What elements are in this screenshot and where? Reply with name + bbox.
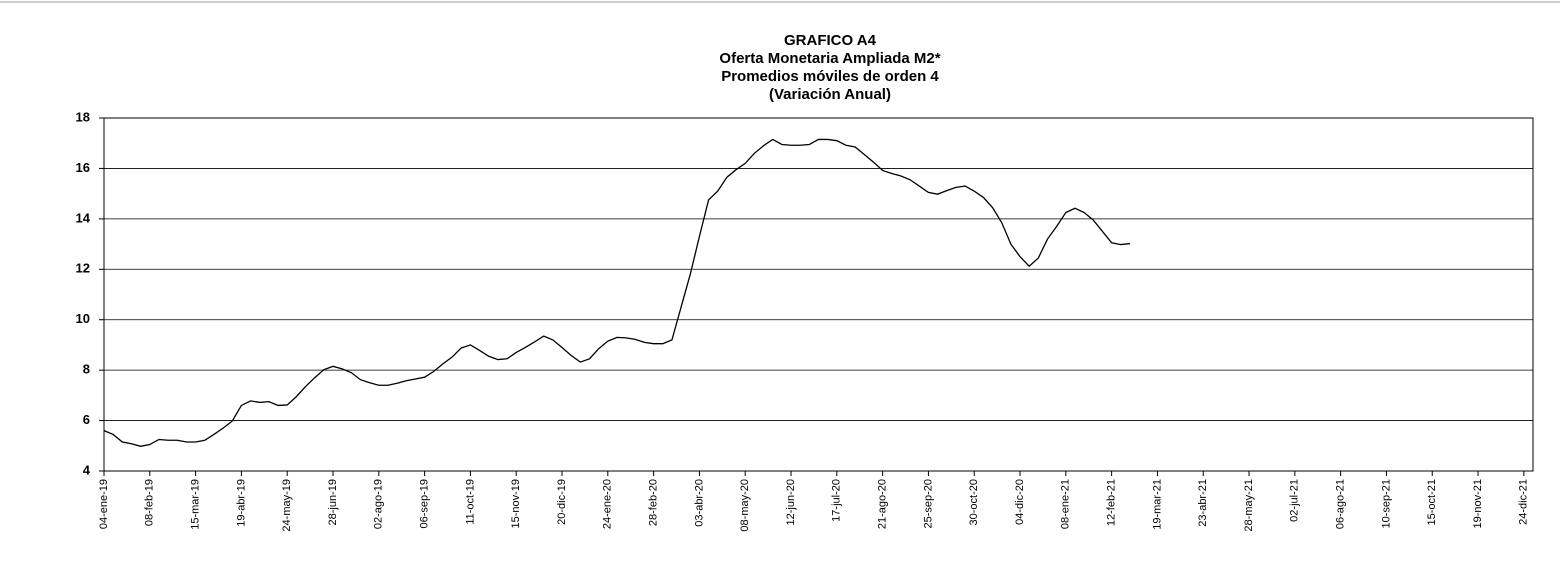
x-tick-label: 11-oct-19 bbox=[464, 479, 476, 525]
x-tick-label: 24-dic-21 bbox=[1518, 479, 1530, 525]
y-tick-label: 12 bbox=[76, 261, 90, 276]
x-tick-label: 25-sep-20 bbox=[922, 479, 934, 529]
x-tick-label: 24-ene-20 bbox=[602, 479, 614, 529]
y-tick-label: 10 bbox=[76, 311, 90, 326]
x-tick-label: 02-ago-19 bbox=[373, 479, 385, 529]
x-tick-label: 08-feb-19 bbox=[144, 479, 156, 526]
chart-title: GRAFICO A4 bbox=[784, 32, 877, 49]
x-tick-label: 28-jun-19 bbox=[327, 479, 339, 525]
y-tick-label: 6 bbox=[83, 412, 90, 427]
x-tick-label: 15-oct-21 bbox=[1426, 479, 1438, 525]
y-tick-label: 16 bbox=[76, 160, 90, 175]
x-tick-label: 19-nov-21 bbox=[1472, 479, 1484, 529]
x-tick-label: 28-may-21 bbox=[1243, 479, 1255, 532]
series-line bbox=[103, 138, 1131, 447]
y-tick-label: 14 bbox=[76, 210, 91, 225]
x-tick-label: 10-sep-21 bbox=[1380, 479, 1392, 529]
x-tick-label: 08-may-20 bbox=[739, 479, 751, 532]
plot-frame bbox=[103, 117, 1534, 472]
x-tick-label: 15-nov-19 bbox=[510, 479, 522, 529]
x-tick-label: 19-mar-21 bbox=[1151, 479, 1163, 530]
x-tick-label: 02-jul-21 bbox=[1289, 479, 1301, 522]
chart-subtitle: (Variación Anual) bbox=[769, 86, 891, 103]
x-tick-label: 24-may-19 bbox=[281, 479, 293, 532]
x-tick-label: 03-abr-20 bbox=[693, 479, 705, 527]
x-tick-label: 28-feb-20 bbox=[648, 479, 660, 526]
chart-subtitle: Promedios móviles de orden 4 bbox=[721, 68, 939, 85]
y-tick-label: 18 bbox=[76, 109, 90, 124]
x-tick-label: 12-jun-20 bbox=[785, 479, 797, 525]
y-tick-label: 8 bbox=[83, 362, 90, 377]
x-tick-label: 30-oct-20 bbox=[968, 479, 980, 525]
x-tick-label: 04-dic-20 bbox=[1014, 479, 1026, 525]
x-tick-label: 23-abr-21 bbox=[1197, 479, 1209, 527]
x-tick-label: 21-ago-20 bbox=[877, 479, 889, 529]
x-tick-label: 06-sep-19 bbox=[419, 479, 431, 529]
x-tick-label: 04-ene-19 bbox=[98, 479, 110, 529]
x-tick-label: 06-ago-21 bbox=[1335, 479, 1347, 529]
y-tick-label: 4 bbox=[83, 462, 91, 477]
x-tick-label: 19-abr-19 bbox=[235, 479, 247, 527]
x-tick-label: 08-ene-21 bbox=[1060, 479, 1072, 529]
chart-subtitle: Oferta Monetaria Ampliada M2* bbox=[719, 50, 940, 67]
x-tick-label: 20-dic-19 bbox=[556, 479, 568, 525]
x-tick-label: 15-mar-19 bbox=[190, 479, 202, 530]
x-tick-label: 12-feb-21 bbox=[1106, 479, 1118, 526]
x-tick-label: 17-jul-20 bbox=[831, 479, 843, 522]
